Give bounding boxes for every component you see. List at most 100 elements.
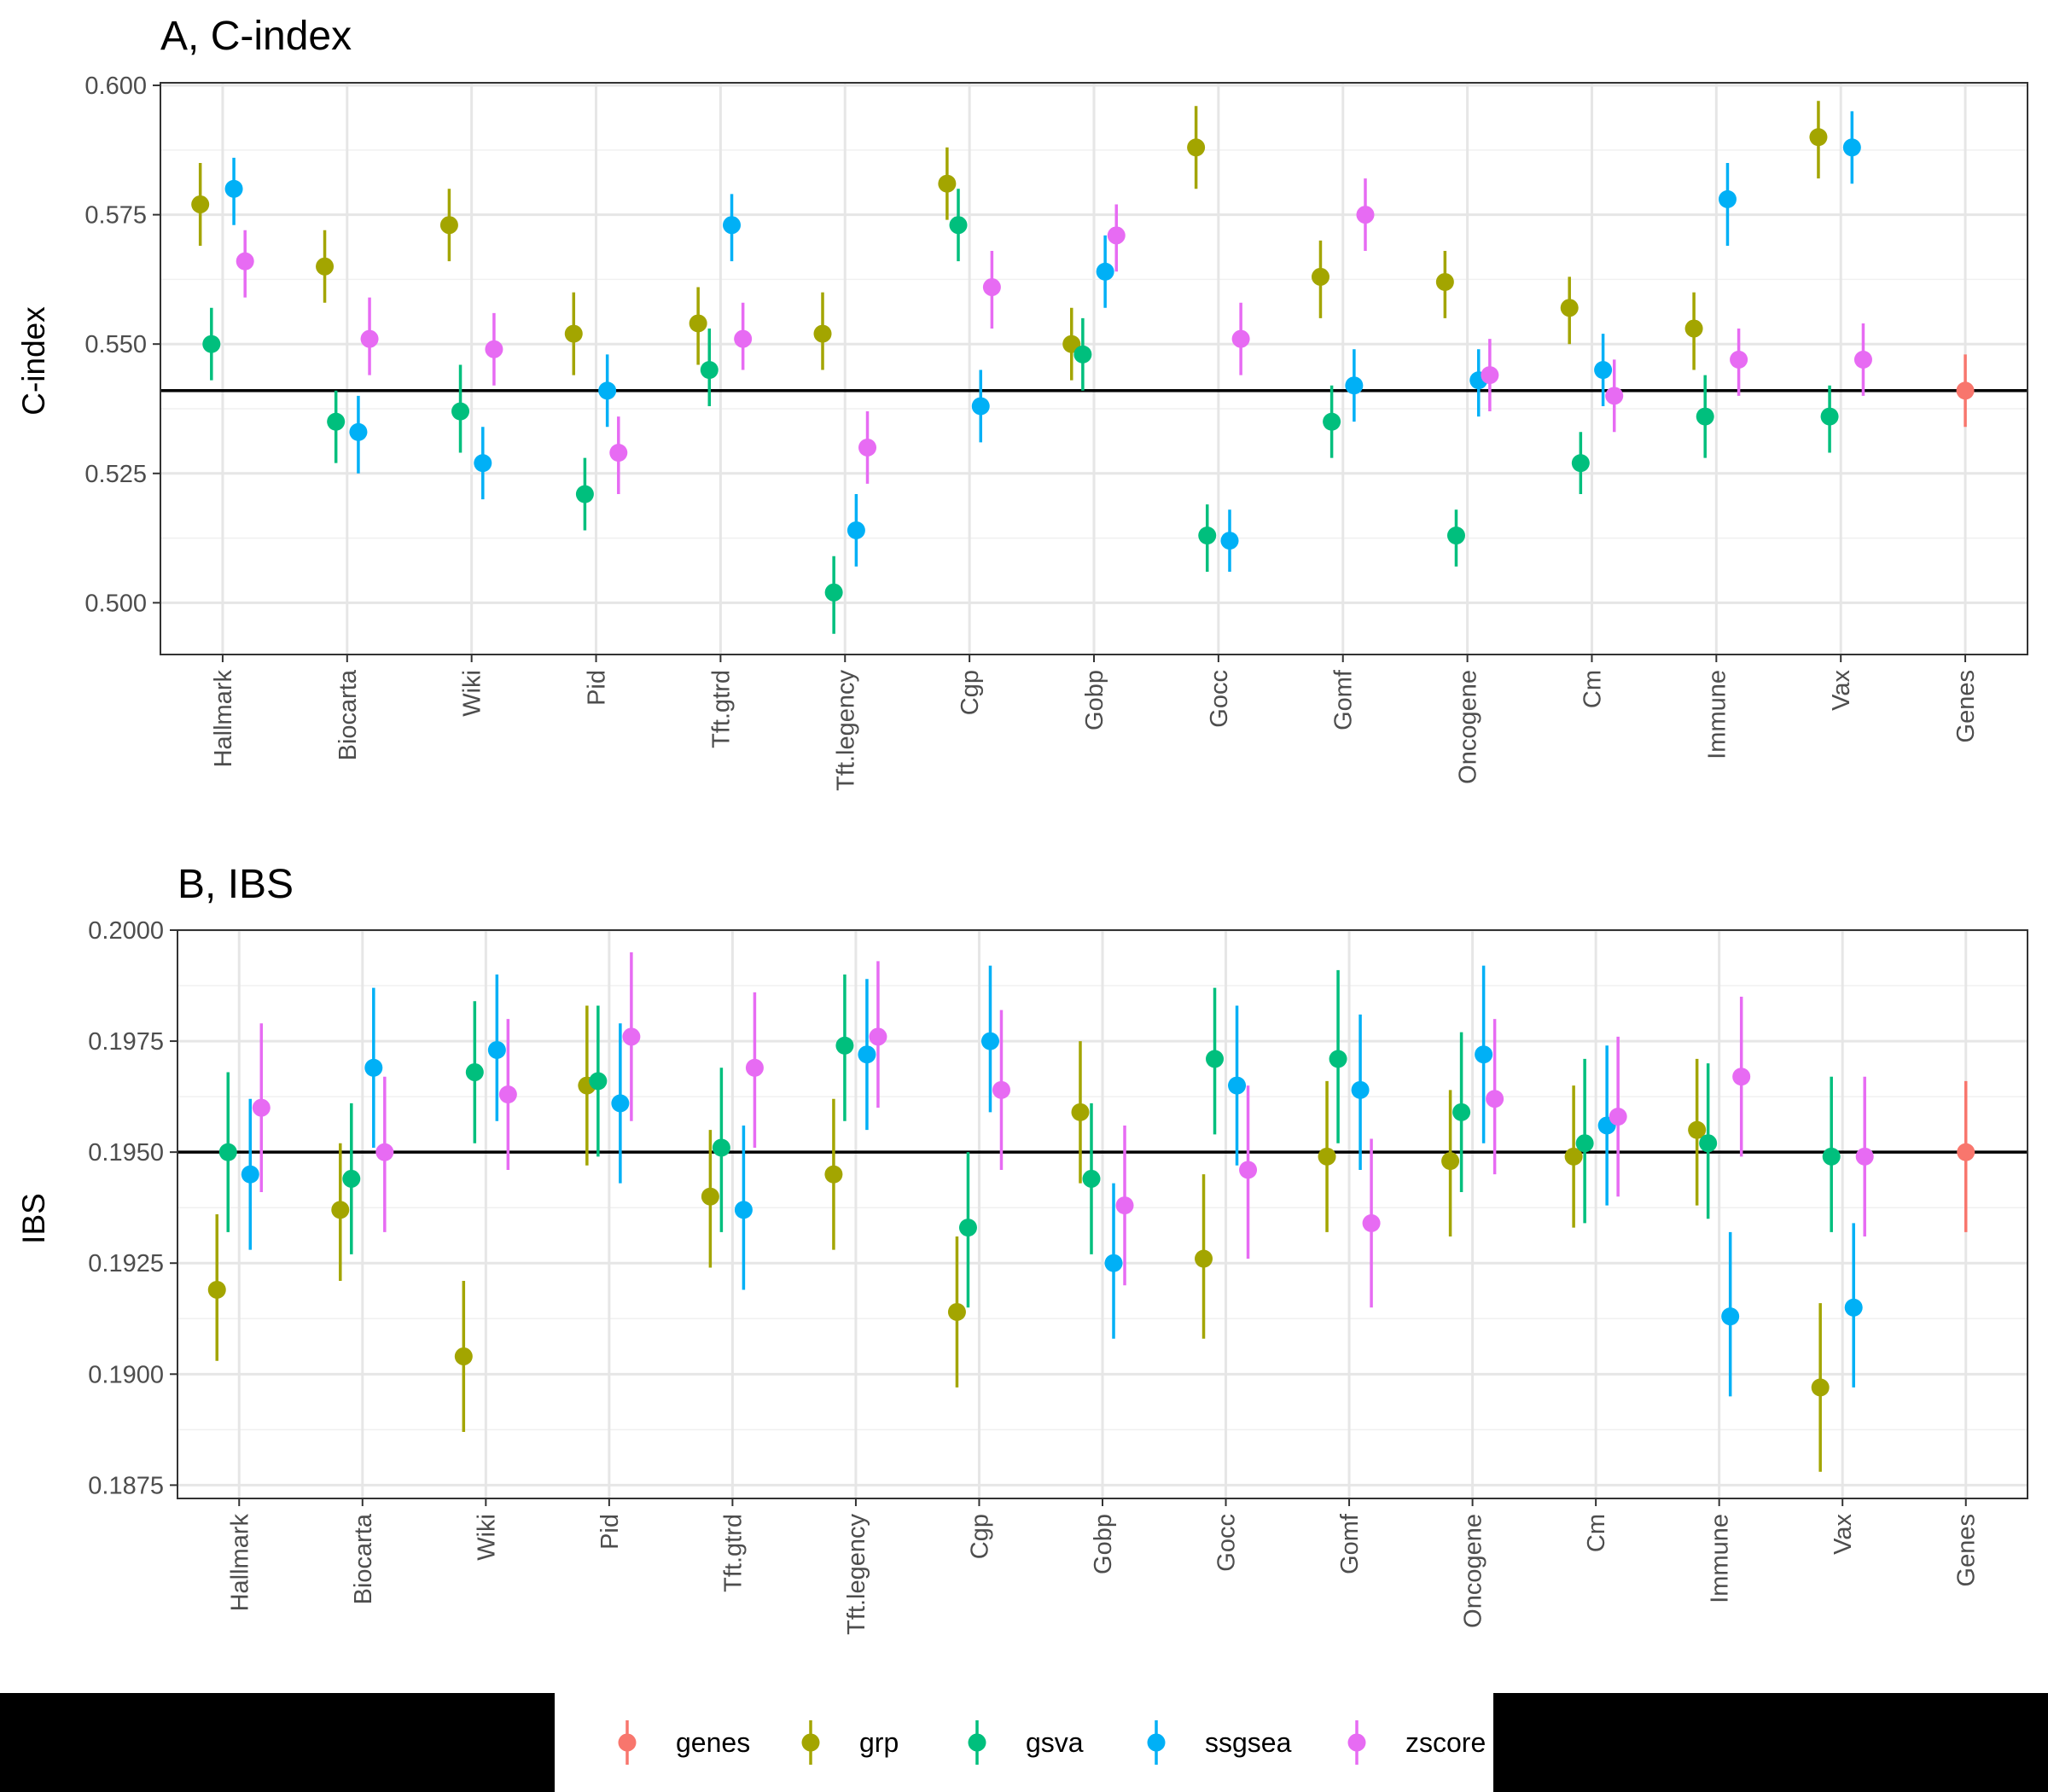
point-zscore	[1362, 1213, 1381, 1232]
point-zscore	[609, 444, 628, 463]
point-gsva	[1446, 527, 1465, 545]
point-zscore	[375, 1143, 394, 1161]
point-gsva	[700, 361, 719, 380]
point-zscore	[252, 1098, 271, 1117]
point-ssgsea	[1842, 138, 1861, 157]
legend-item-gsva: gsva	[968, 1720, 1084, 1765]
point-gsva	[1206, 1050, 1225, 1068]
legend: genes grp gsva ssgsea zscore	[618, 1720, 1486, 1765]
x-tick-label: Pid	[584, 670, 611, 706]
point-zscore	[734, 329, 753, 348]
point-grp	[1811, 1378, 1830, 1397]
point-grp	[1809, 128, 1828, 147]
point-zscore	[1356, 206, 1375, 224]
panel-a-gridlines	[160, 83, 2028, 655]
point-grp	[689, 314, 707, 333]
legend-label: zscore	[1405, 1727, 1486, 1758]
point-grp	[938, 174, 957, 193]
point-gsva	[1699, 1134, 1718, 1153]
legend-key-point	[1147, 1733, 1166, 1752]
y-tick-label: 0.1975	[88, 1028, 164, 1056]
x-tick-label: Tft.gtrd	[719, 1514, 747, 1592]
legend-label: ssgsea	[1205, 1727, 1292, 1758]
point-gsva	[1082, 1169, 1101, 1188]
y-tick-label: 0.500	[84, 590, 147, 617]
point-grp	[1684, 319, 1703, 338]
point-gsva	[958, 1219, 977, 1237]
point-ssgsea	[980, 1032, 999, 1050]
point-ssgsea	[224, 179, 243, 198]
x-tick-label: Vax	[1830, 1514, 1857, 1555]
point-ssgsea	[487, 1040, 506, 1059]
point-gsva	[1696, 407, 1714, 426]
point-gsva	[589, 1072, 608, 1091]
point-grp	[316, 257, 335, 276]
x-tick-label: Gocc	[1206, 670, 1233, 728]
panel-a-x-ticks: Hallmark Biocarta Wiki Pid Tft.gtrd Tft.legen…	[210, 655, 1980, 791]
point-zscore	[1239, 1161, 1258, 1179]
x-tick-label: Tft.gtrd	[707, 670, 735, 748]
point-ssgsea	[241, 1165, 259, 1184]
x-tick-label: Wiki	[473, 1514, 500, 1561]
point-ssgsea	[1096, 262, 1114, 281]
point-gsva	[949, 216, 968, 235]
panel-b-y-ticks: 0.1875 0.1900 0.1925 0.1950 0.1975 0.2000	[88, 917, 177, 1499]
legend-item-zscore: zscore	[1347, 1720, 1486, 1765]
x-tick-label: Tft.legency	[843, 1514, 870, 1635]
point-zscore	[485, 340, 503, 358]
point-zscore	[1853, 350, 1872, 369]
panel-b-x-ticks: Hallmark Biocarta Wiki Pid Tft.gtrd Tft.legen…	[226, 1498, 1981, 1635]
point-ssgsea	[349, 422, 368, 441]
x-tick-label: Gocc	[1213, 1514, 1241, 1572]
point-ssgsea	[1844, 1298, 1863, 1317]
x-tick-label: Gobp	[1090, 1514, 1117, 1574]
y-tick-label: 0.550	[84, 331, 147, 358]
x-tick-label: Wiki	[459, 670, 486, 717]
point-ssgsea	[734, 1201, 753, 1219]
point-zscore	[498, 1085, 517, 1104]
point-zscore	[992, 1080, 1010, 1099]
point-gsva	[327, 412, 346, 431]
point-ssgsea	[723, 216, 742, 235]
x-tick-label: Gomf	[1336, 1513, 1364, 1574]
point-ssgsea	[1718, 189, 1737, 208]
y-tick-label: 0.600	[84, 73, 147, 100]
x-tick-label: Gomf	[1330, 669, 1358, 730]
point-zscore	[1231, 329, 1250, 348]
point-zscore	[1732, 1068, 1751, 1086]
point-grp	[207, 1280, 226, 1299]
x-tick-label: Gobp	[1081, 670, 1108, 730]
panel-b-ibs: B, IBS 0.1875 0.1900 0.1925 0.1950 0.1975 0.2…	[16, 862, 2028, 1635]
point-ssgsea	[1351, 1080, 1370, 1099]
point-ssgsea	[611, 1094, 630, 1113]
point-gsva	[1571, 454, 1590, 473]
point-gsva	[342, 1169, 361, 1188]
panel-b-points	[207, 952, 1975, 1472]
x-tick-label: Biocarta	[335, 669, 362, 760]
legend-item-genes: genes	[618, 1720, 750, 1765]
legend-label: grp	[859, 1727, 899, 1758]
point-grp	[701, 1187, 719, 1206]
legend-item-grp: grp	[801, 1720, 899, 1765]
point-grp	[824, 1165, 843, 1184]
point-zscore	[1486, 1090, 1504, 1108]
point-grp	[947, 1302, 966, 1321]
point-zscore	[236, 252, 254, 271]
point-zscore	[622, 1027, 641, 1046]
x-tick-label: Hallmark	[226, 1514, 253, 1612]
point-gsva	[1073, 345, 1092, 364]
legend-label: genes	[676, 1727, 750, 1758]
point-ssgsea	[1721, 1307, 1740, 1326]
point-zscore	[360, 329, 379, 348]
y-tick-label: 0.2000	[88, 917, 164, 945]
legend-item-ssgsea: ssgsea	[1147, 1720, 1292, 1765]
point-zscore	[1730, 350, 1748, 369]
x-tick-label: Genes	[1953, 1514, 1981, 1586]
panel-a-points	[191, 101, 1975, 634]
x-tick-label: Biocarta	[350, 1513, 377, 1604]
point-zscore	[982, 278, 1001, 297]
point-gsva	[575, 485, 594, 503]
point-zscore	[1609, 1108, 1627, 1126]
legend-black-bar-left	[0, 1693, 555, 1792]
point-zscore	[869, 1027, 887, 1046]
